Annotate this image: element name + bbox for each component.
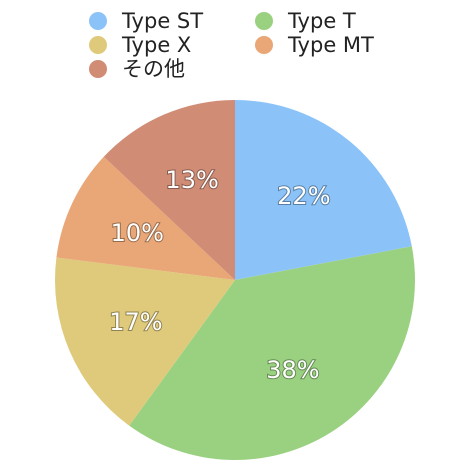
value-label: 38% [266, 356, 319, 384]
pie-slice [129, 246, 415, 460]
legend-entry: Type X [121, 33, 191, 57]
value-label: 10% [111, 219, 164, 247]
legend-entry: その他 [122, 57, 185, 81]
legend-marker [89, 12, 107, 30]
value-label: 17% [109, 308, 162, 336]
legend-entry: Type ST [121, 9, 203, 33]
legend-entry: Type T [287, 9, 356, 33]
pie-slice [235, 100, 412, 280]
legend-entry: Type MT [287, 33, 374, 57]
pie-slice [103, 100, 235, 280]
legend-marker [89, 60, 107, 78]
value-label: 22% [277, 182, 330, 210]
value-label: 13% [165, 166, 218, 194]
legend-marker [89, 36, 107, 54]
legend-marker [255, 12, 273, 30]
pie-slice [56, 156, 235, 280]
legend-marker [255, 36, 273, 54]
pie-slice [54, 257, 235, 426]
